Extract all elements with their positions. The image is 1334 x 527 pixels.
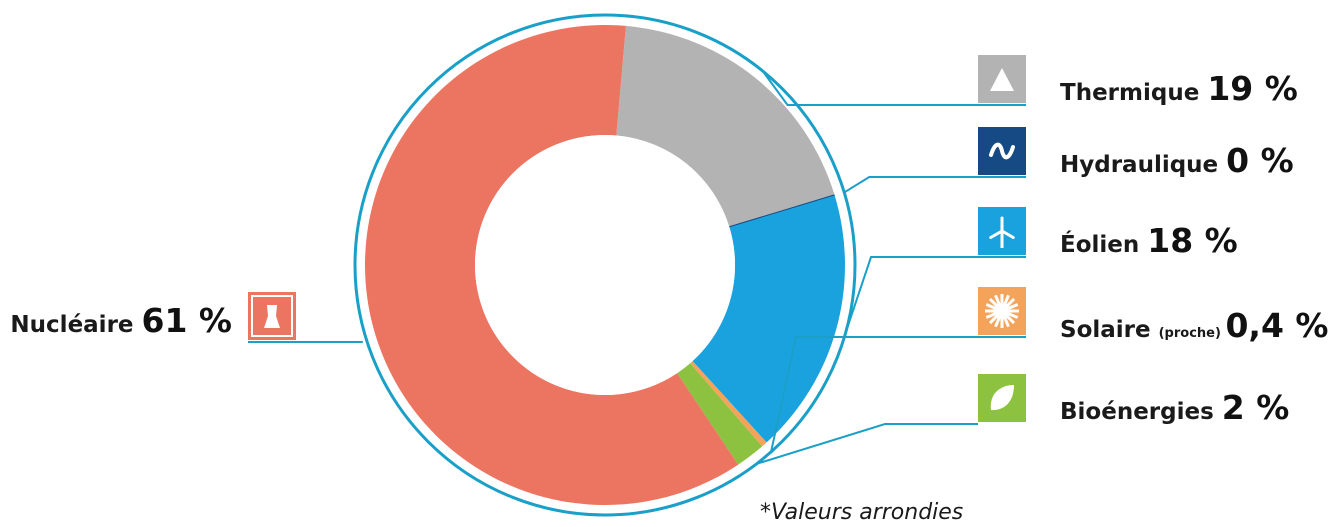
value-label: 0,4 % <box>1225 306 1328 345</box>
leader-thermique <box>761 70 1026 106</box>
leader-eolien <box>845 256 1026 332</box>
footnote: *Valeurs arrondies <box>760 500 963 525</box>
label-nucleaire: Nucléaire 61 % <box>10 301 232 340</box>
slice-thermique <box>616 25 835 228</box>
label-hydraulique: Hydraulique 0 % <box>1060 141 1294 180</box>
slice-nucleaire <box>365 25 739 506</box>
leaf-icon <box>978 374 1026 422</box>
slice-solaire <box>690 361 767 447</box>
label-name: Thermique <box>1060 80 1207 106</box>
label-name: Hydraulique <box>1060 152 1226 178</box>
legend-icons <box>248 55 1026 422</box>
value-label: 0 % <box>1226 141 1294 180</box>
slice-eolien <box>692 195 845 443</box>
leader-solaire <box>770 336 1026 453</box>
leader-lines <box>248 70 1026 465</box>
donut-hole <box>475 135 735 395</box>
value-label: 19 % <box>1207 69 1297 108</box>
wave-icon <box>978 127 1026 175</box>
slice-labels: Thermique 19 % Hydraulique 0 % Éolien 18 %… <box>10 69 1328 427</box>
label-bioenergies: Bioénergies 2 % <box>1060 388 1289 427</box>
donut-slices <box>365 25 845 506</box>
value-label: 18 % <box>1147 221 1237 260</box>
value-label: 61 % <box>142 301 232 340</box>
label-name: Bioénergies <box>1060 399 1222 425</box>
triangle-icon <box>978 55 1026 103</box>
sun-icon <box>978 287 1026 335</box>
label-eolien: Éolien 18 % <box>1060 221 1238 260</box>
label-thermique: Thermique 19 % <box>1060 69 1298 108</box>
label-name: Nucléaire <box>10 312 141 338</box>
leader-bioenergies <box>756 423 978 465</box>
label-name: Éolien <box>1060 230 1147 258</box>
value-label: 2 % <box>1222 388 1290 427</box>
label-note: (proche) <box>1159 326 1226 341</box>
leader-hydraulique <box>843 176 1026 194</box>
slice-bioenergies <box>677 363 763 465</box>
outer-ring <box>353 13 857 517</box>
cooling-tower-icon <box>248 292 296 340</box>
label-name: Solaire <box>1060 317 1159 343</box>
wind-turbine-icon <box>978 207 1026 255</box>
label-solaire: Solaire (proche) 0,4 % <box>1060 306 1328 345</box>
